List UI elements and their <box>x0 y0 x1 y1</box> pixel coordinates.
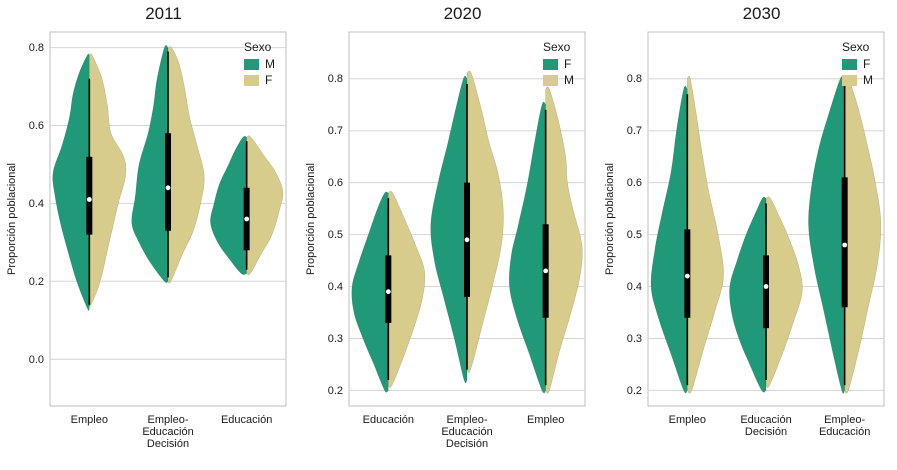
y-tick-label: 0.7 <box>626 125 641 137</box>
panel-title: 2020 <box>443 4 482 23</box>
violin-half-F <box>351 191 389 393</box>
median-dot <box>165 185 170 191</box>
median-dot <box>86 197 92 202</box>
y-axis-label: Proporción poblacional <box>604 163 616 275</box>
violin-half-F <box>245 135 283 276</box>
y-tick-label: 0.7 <box>327 125 342 137</box>
y-tick-label: 0.8 <box>327 73 342 85</box>
violin-half-F <box>508 101 546 394</box>
panel-2011: 2011 0.0 0.2 0.4 0.6 0.8 Proporción poblacion… <box>0 0 299 470</box>
x-category-label: Empleo <box>668 414 705 426</box>
median-dot <box>684 273 690 279</box>
violin-half-M <box>466 70 504 373</box>
legend-label: M <box>265 57 275 71</box>
y-axis-label: Proporción poblacional <box>305 163 317 275</box>
x-category-label: Empleo-Educación Decisión <box>441 414 492 450</box>
legend: Sexo M F <box>244 40 275 89</box>
median-dot <box>542 268 548 274</box>
legend-swatch <box>543 75 558 86</box>
violin-half-F <box>429 75 467 384</box>
violin-half-F <box>728 196 766 393</box>
y-tick-label: 0.6 <box>28 120 43 132</box>
x-category-label: Educación <box>220 414 271 426</box>
y-tick-label: 0.5 <box>327 229 342 241</box>
x-category-label: Educación <box>362 414 413 426</box>
violin-half-M <box>387 190 425 388</box>
median-dot <box>385 289 391 295</box>
y-tick-label: 0.6 <box>327 177 342 189</box>
legend-title: Sexo <box>543 40 571 54</box>
violin-half-F <box>167 46 205 284</box>
median-dot <box>243 216 249 222</box>
legend-entry: F <box>543 57 574 72</box>
y-tick-label: 0.2 <box>626 385 641 397</box>
y-tick-label: 0.3 <box>626 333 641 345</box>
legend: Sexo F M <box>842 40 873 89</box>
y-axis-label: Proporción poblacional <box>6 163 18 275</box>
y-tick-label: 0.8 <box>626 73 641 85</box>
legend-swatch <box>543 59 558 70</box>
legend-label: F <box>863 57 871 71</box>
legend-label: M <box>863 73 873 87</box>
legend-swatch <box>842 59 857 70</box>
violin-plot-2020: 0.2 0.3 0.4 0.5 0.6 0.7 0.8 Proporción poblacio… <box>305 31 585 450</box>
y-tick-label: 0.0 <box>28 354 43 366</box>
legend-entry: M <box>244 57 275 72</box>
y-tick-label: 0.8 <box>28 42 43 54</box>
legend-title: Sexo <box>244 40 272 54</box>
legend-entry: F <box>244 73 275 88</box>
violin-half-M <box>130 45 168 283</box>
y-tick-label: 0.4 <box>626 281 641 293</box>
violin-half-M <box>843 76 881 394</box>
median-dot <box>464 237 469 243</box>
violin-plot-2011: 0.0 0.2 0.4 0.6 0.8 Proporción poblacional Emp… <box>6 31 286 450</box>
y-tick-label: 0.4 <box>327 281 342 293</box>
legend-swatch <box>842 75 857 86</box>
violin-half-M <box>209 136 247 275</box>
legend-label: F <box>564 57 572 71</box>
violin-half-M <box>51 53 90 311</box>
x-category-label: Empleo <box>70 414 107 426</box>
violin-half-F <box>88 53 126 307</box>
violin-half-M <box>544 86 583 394</box>
legend-label: M <box>564 73 574 87</box>
panel-title: 2030 <box>742 4 781 23</box>
legend-label: F <box>265 73 273 87</box>
x-category-label: Empleo-Educación Decisión <box>142 414 193 450</box>
violin-half-F <box>650 85 688 394</box>
y-tick-label: 0.4 <box>28 198 43 210</box>
y-tick-label: 0.2 <box>327 385 342 397</box>
panel-2030: 2030 0.2 0.3 0.4 0.5 0.6 0.7 0.8 Proporción pob… <box>598 0 897 470</box>
y-tick-label: 0.2 <box>28 276 43 288</box>
median-dot <box>841 242 847 248</box>
violin-half-M <box>686 75 724 394</box>
legend-entry: M <box>842 73 873 88</box>
legend: Sexo F M <box>543 40 574 89</box>
legend-entry: M <box>543 73 574 88</box>
legend-swatch <box>244 59 259 70</box>
x-category-label: Empleo <box>527 414 564 426</box>
y-tick-label: 0.3 <box>327 333 342 345</box>
legend-swatch <box>244 75 259 86</box>
panel-title: 2011 <box>145 4 182 23</box>
x-category-label: Empleo-Educación <box>818 414 869 438</box>
median-dot <box>763 284 768 289</box>
violin-plot-2030: 0.2 0.3 0.4 0.5 0.6 0.7 0.8 Proporción poblacio… <box>604 31 884 438</box>
panel-2020: 2020 0.2 0.3 0.4 0.5 0.6 0.7 0.8 Proporción pob… <box>299 0 598 470</box>
legend-title: Sexo <box>842 40 870 54</box>
violin-half-F <box>807 75 845 394</box>
y-tick-label: 0.6 <box>626 177 641 189</box>
legend-entry: F <box>842 57 873 72</box>
x-category-label: Educación Decisión <box>740 414 791 438</box>
y-tick-label: 0.5 <box>626 229 641 241</box>
violin-half-M <box>765 196 803 388</box>
